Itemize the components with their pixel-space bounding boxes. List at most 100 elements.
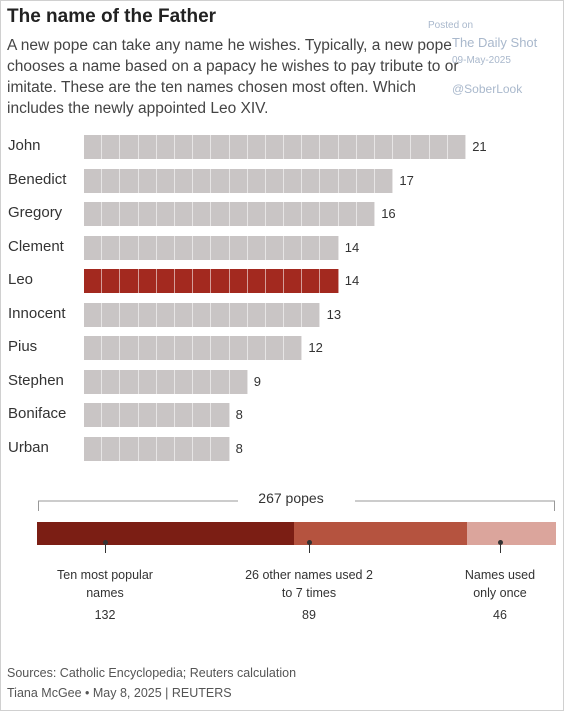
bar-unit: [284, 202, 303, 226]
bar-unit: [174, 135, 194, 159]
bar-unit: [229, 269, 248, 293]
bar-unit: [265, 168, 285, 193]
bar-unit: [247, 336, 266, 360]
bar-unit: [84, 336, 103, 360]
category-label: Clement: [8, 237, 64, 255]
bar-unit: [174, 235, 194, 260]
bar-unit: [229, 168, 248, 193]
bar-unit: [138, 135, 157, 159]
bar-unit: [84, 202, 103, 226]
bar-unit: [338, 135, 357, 159]
bar-unit: [174, 202, 194, 226]
bar-row: Benedict 17: [0, 168, 564, 193]
bar-unit: [247, 302, 266, 327]
bar-unit: [193, 168, 212, 193]
value-label: 21: [472, 139, 487, 154]
bar-row: John 21: [0, 135, 564, 159]
segment-label: Names used only once: [464, 568, 536, 600]
bar-unit: [356, 202, 375, 226]
bar-row: Leo 14: [0, 269, 564, 293]
bar-unit: [284, 235, 303, 260]
bar: [84, 403, 230, 427]
bar-unit: [84, 302, 103, 327]
value-label: 16: [381, 206, 396, 221]
bar-unit: [120, 302, 139, 327]
bar-unit: [211, 403, 230, 427]
bar-unit: [138, 369, 157, 394]
bar-unit: [265, 302, 285, 327]
bar-unit: [102, 235, 121, 260]
value-label: 8: [235, 440, 243, 456]
bar-unit: [265, 135, 285, 159]
bar-unit: [84, 235, 103, 260]
annotation-line: [500, 543, 501, 553]
total-bracket: [38, 500, 555, 511]
bar-unit: [211, 202, 230, 226]
bar-row: Clement 14: [0, 235, 564, 260]
bar-row: Pius 12: [0, 336, 564, 360]
total-label: 267 popes: [258, 490, 324, 506]
bar-unit: [138, 202, 157, 226]
value-label: 12: [308, 340, 323, 355]
bar-unit: [302, 235, 321, 260]
bar-unit: [211, 168, 230, 193]
bar-unit: [156, 336, 175, 360]
bar-unit: [247, 202, 266, 226]
bar-unit: [229, 336, 248, 360]
watermark-date: 09-May-2025: [452, 55, 511, 66]
bar-unit: [284, 302, 303, 327]
bar-unit: [102, 269, 121, 293]
bar-unit: [138, 436, 157, 461]
bar-unit: [156, 168, 175, 193]
bar-unit: [193, 235, 212, 260]
bar-unit: [138, 336, 157, 360]
category-label: Stephen: [8, 371, 64, 389]
segment-value: 89: [302, 608, 316, 622]
category-label: Benedict: [8, 170, 67, 188]
bar-unit: [320, 235, 339, 260]
bar-unit: [338, 168, 357, 193]
bar-row: Stephen 9: [0, 369, 564, 394]
bar-unit: [193, 403, 212, 427]
annotation-dot: [103, 540, 108, 545]
bar-unit: [229, 369, 248, 394]
value-label: 9: [253, 373, 262, 389]
bar-unit: [193, 336, 212, 360]
value-label: 13: [326, 306, 342, 322]
stack-segment: [37, 522, 294, 545]
bar-unit: [284, 269, 303, 293]
bar-row: Innocent 13: [0, 302, 564, 327]
watermark-handle: @SoberLook: [452, 82, 523, 96]
bar-unit: [211, 269, 230, 293]
bar: [84, 369, 248, 394]
segment-label: 26 other names used 2 to 7 times: [245, 568, 373, 600]
bar-unit: [156, 369, 175, 394]
bar-unit: [120, 235, 139, 260]
bar-unit: [229, 202, 248, 226]
bar-unit: [156, 235, 175, 260]
bar-unit: [120, 436, 139, 461]
chart-subtitle: A new pope can take any name he wishes. …: [7, 37, 459, 117]
bar-unit: [247, 168, 266, 193]
bar-unit: [302, 168, 321, 193]
bar-unit: [84, 436, 103, 461]
bar: [84, 269, 339, 293]
bar: [84, 168, 394, 193]
annotation-dot: [307, 540, 312, 545]
bar-unit: [102, 369, 121, 394]
category-label: Gregory: [8, 204, 63, 221]
bar-unit: [120, 269, 139, 293]
bar-unit: [302, 202, 321, 226]
bar-unit: [356, 135, 375, 159]
bar-unit: [102, 135, 121, 159]
bar-unit: [447, 135, 466, 159]
category-label: Pius: [8, 338, 38, 355]
bar-unit: [193, 269, 212, 293]
source-note: Sources: Catholic Encyclopedia; Reuters …: [7, 666, 297, 680]
bar-unit: [138, 168, 157, 193]
bar-unit: [284, 336, 303, 360]
bar-unit: [102, 168, 121, 193]
bar-unit: [84, 269, 103, 293]
bar-unit: [211, 336, 230, 360]
bar-unit: [229, 302, 248, 327]
